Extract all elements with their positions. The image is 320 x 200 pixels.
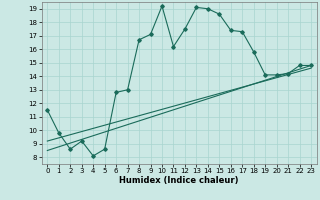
X-axis label: Humidex (Indice chaleur): Humidex (Indice chaleur): [119, 176, 239, 185]
